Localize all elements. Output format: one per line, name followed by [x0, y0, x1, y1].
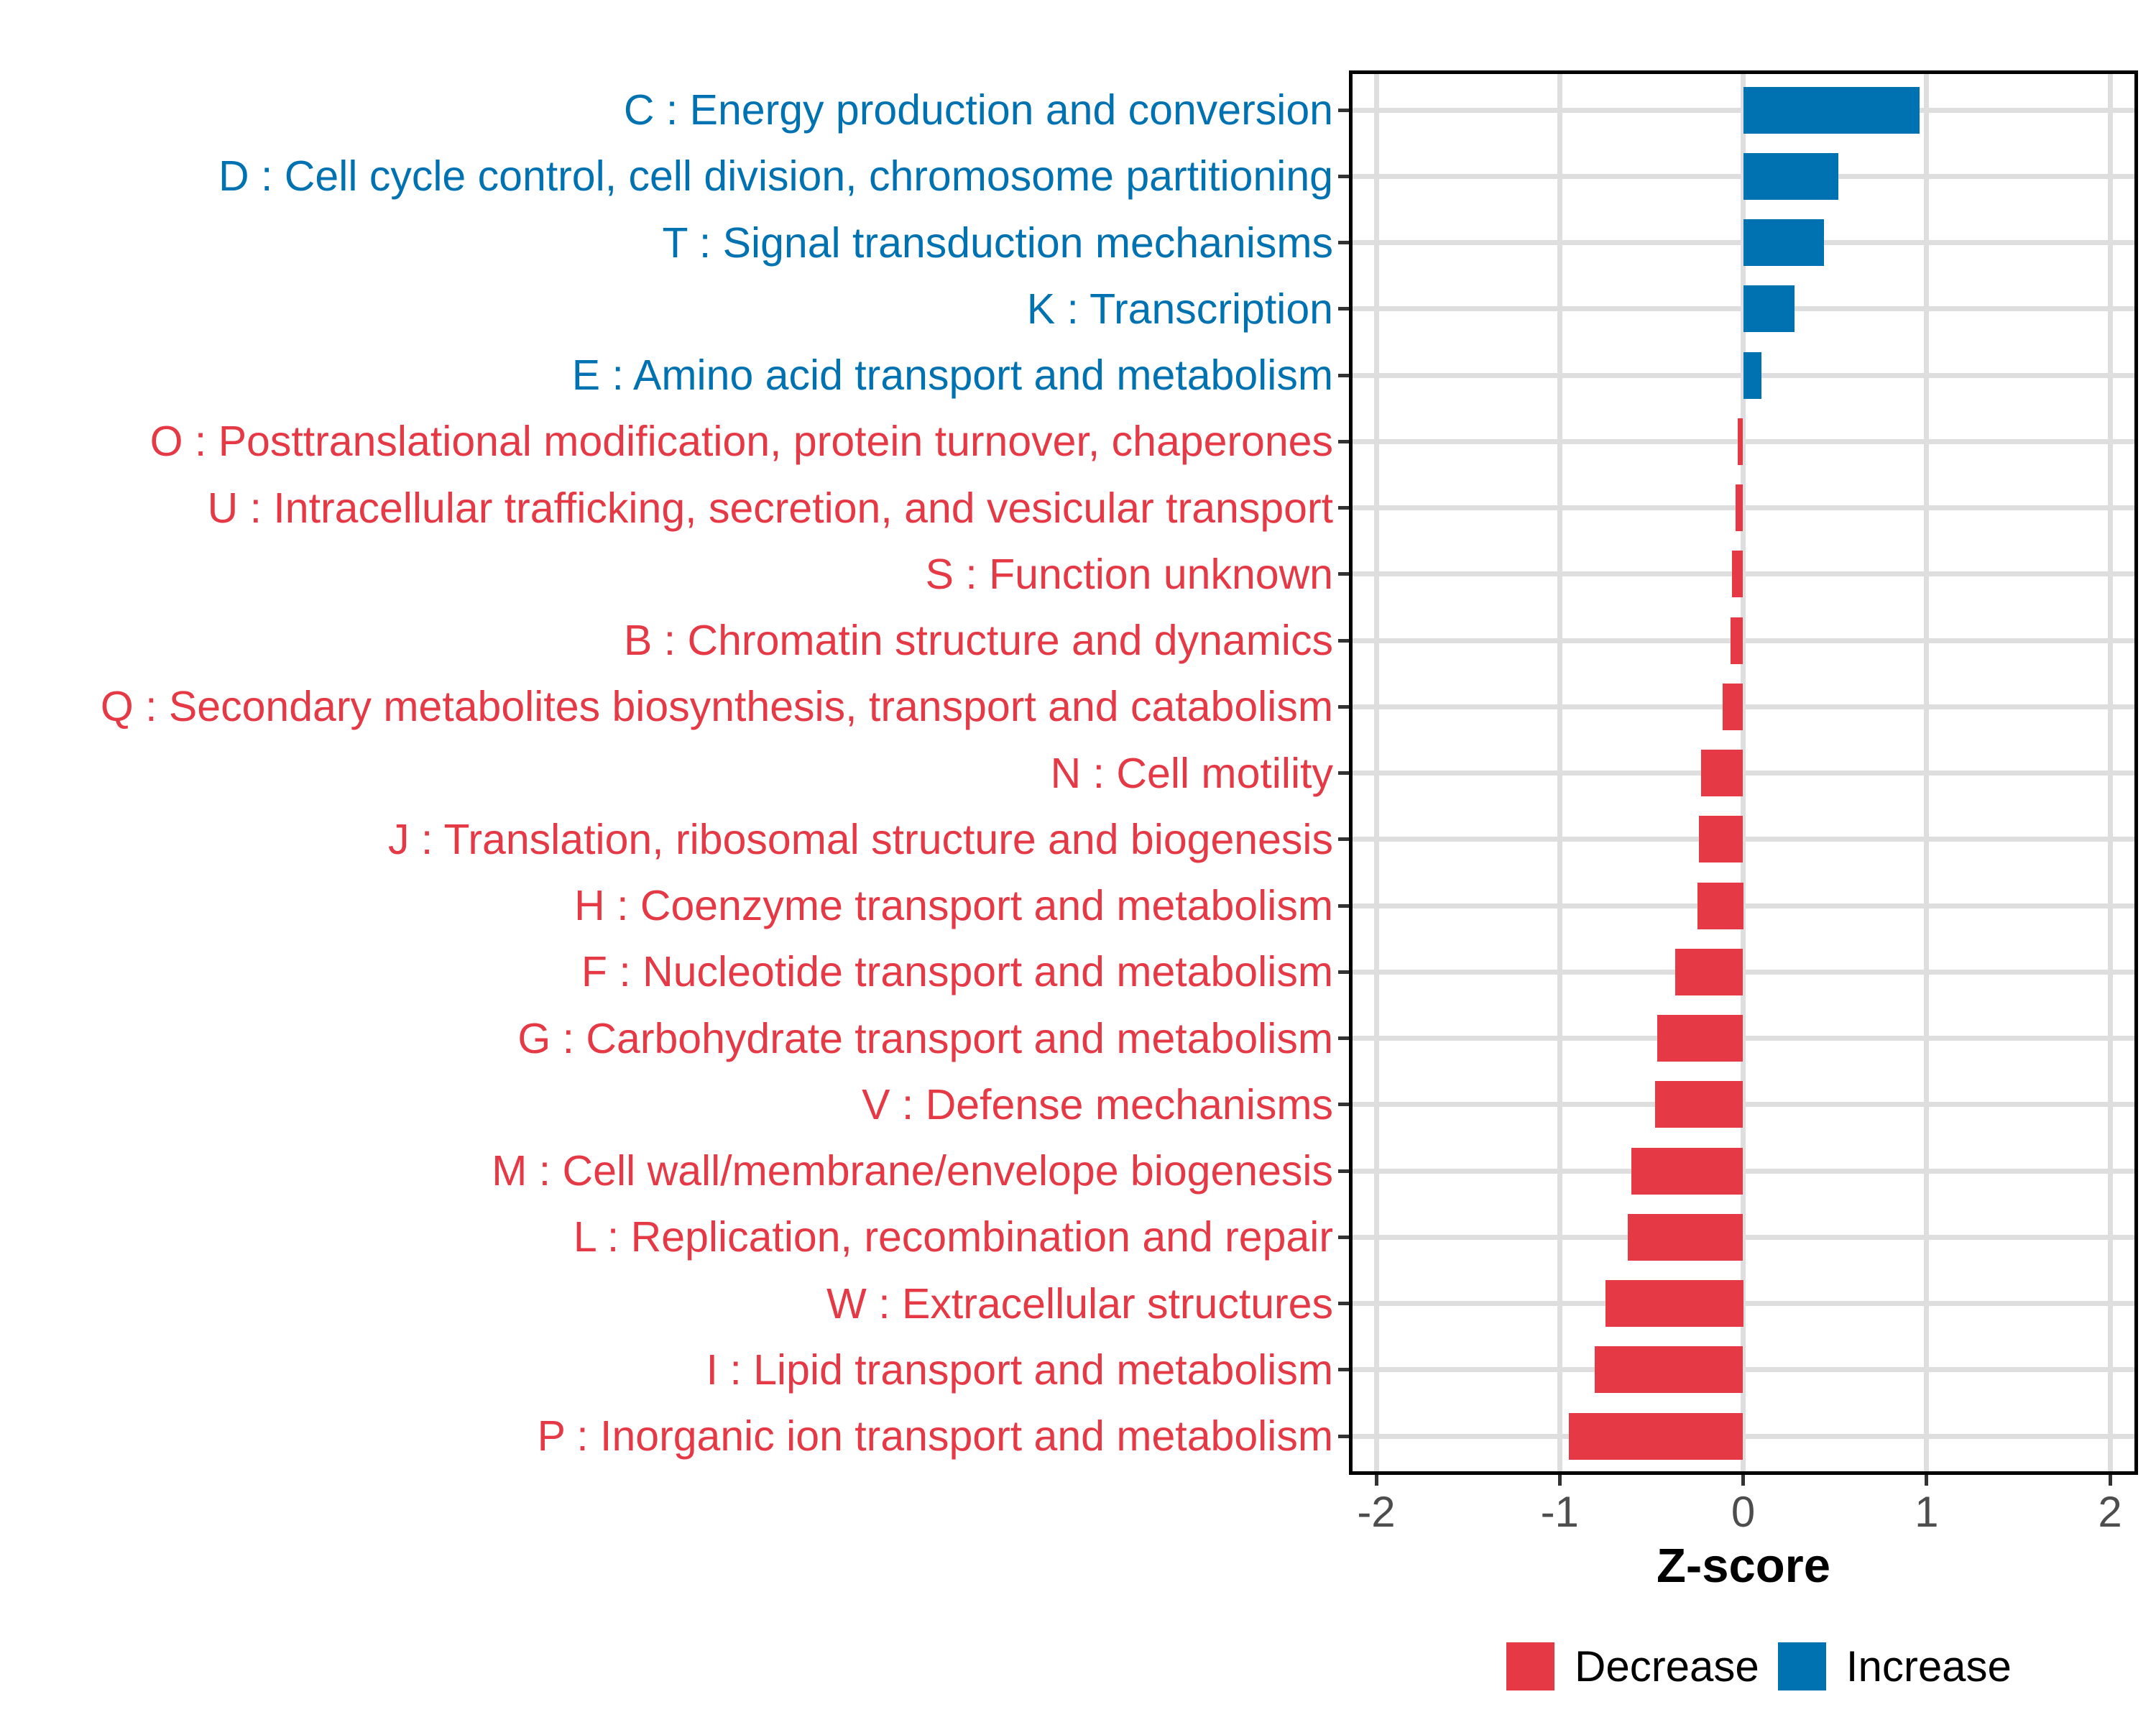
y-tick-19 [1338, 1302, 1349, 1305]
gridline-row-14 [1353, 969, 2134, 975]
category-label-M: M : Cell wall/membrane/envelope biogenes… [492, 1147, 1333, 1195]
gridline-row-18 [1353, 1234, 2134, 1240]
bar-J [1699, 816, 1743, 863]
bar-D [1743, 152, 1839, 200]
increase-color-swatch [1777, 1642, 1826, 1690]
gridline-row-9 [1353, 638, 2134, 643]
category-label-H: H : Coenzyme transport and metabolism [574, 882, 1333, 929]
gridline-row-16 [1353, 1102, 2134, 1108]
decrease-color-swatch [1506, 1642, 1554, 1690]
category-label-D: D : Cell cycle control, cell division, c… [218, 152, 1333, 201]
bar-U [1736, 484, 1743, 531]
bar-I [1594, 1346, 1743, 1394]
bar-C [1743, 86, 1920, 134]
y-tick-14 [1338, 970, 1349, 974]
x-tick-label--1: -1 [1540, 1488, 1579, 1536]
y-tick-20 [1338, 1368, 1349, 1372]
y-tick-13 [1338, 903, 1349, 908]
category-label-F: F : Nucleotide transport and metabolism [581, 948, 1333, 996]
category-label-B: B : Chromatin structure and dynamics [623, 617, 1333, 664]
gridline-row-21 [1353, 1433, 2134, 1439]
bar-E [1743, 351, 1762, 399]
x-tick-2 [2108, 1475, 2112, 1486]
gridline-row-15 [1353, 1036, 2134, 1041]
y-tick-1 [1338, 108, 1349, 112]
legend-label-decrease: Decrease [1575, 1642, 1759, 1690]
gridline-row-7 [1353, 505, 2134, 510]
bar-Q [1723, 683, 1743, 730]
category-label-P: P : Inorganic ion transport and metaboli… [537, 1412, 1333, 1460]
category-label-G: G : Carbohydrate transport and metabolis… [517, 1014, 1333, 1062]
category-label-E: E : Amino acid transport and metabolism [571, 351, 1333, 399]
category-label-S: S : Function unknown [925, 550, 1333, 598]
legend-item-increase: Increase [1777, 1642, 2012, 1690]
y-tick-3 [1338, 241, 1349, 244]
x-tick-0 [1741, 1475, 1745, 1486]
category-label-U: U : Intracellular trafficking, secretion… [207, 484, 1333, 532]
gridline-row-17 [1353, 1168, 2134, 1174]
x-axis-title: Z-score [1656, 1539, 1831, 1593]
bar-S [1732, 551, 1743, 598]
gridline-row-10 [1353, 704, 2134, 709]
category-label-Q: Q : Secondary metabolites biosynthesis, … [100, 683, 1333, 731]
x-tick-label-1: 1 [1915, 1488, 1939, 1536]
bar-V [1654, 1081, 1743, 1128]
category-label-O: O : Posttranslational modification, prot… [149, 418, 1333, 466]
bar-W [1606, 1280, 1743, 1327]
bar-H [1697, 882, 1743, 929]
y-tick-18 [1338, 1235, 1349, 1239]
bar-B [1730, 617, 1743, 664]
gridline-row-13 [1353, 903, 2134, 908]
gridline-row-6 [1353, 438, 2134, 444]
x-tick-label-0: 0 [1731, 1488, 1756, 1536]
x-tick-label-2: 2 [2098, 1488, 2122, 1536]
bar-T [1743, 219, 1824, 266]
gridline-row-20 [1353, 1367, 2134, 1373]
y-tick-4 [1338, 307, 1349, 311]
y-tick-7 [1338, 506, 1349, 510]
y-tick-10 [1338, 704, 1349, 709]
x-tick-1 [1925, 1475, 1929, 1486]
bar-P [1569, 1412, 1743, 1460]
y-tick-17 [1338, 1169, 1349, 1173]
bar-M [1631, 1147, 1743, 1195]
category-label-N: N : Cell motility [1050, 749, 1333, 797]
category-label-T: T : Signal transduction mechanisms [662, 218, 1333, 267]
gridline-row-11 [1353, 770, 2134, 776]
y-tick-2 [1338, 174, 1349, 178]
legend-item-decrease: Decrease [1506, 1642, 1759, 1690]
y-tick-11 [1338, 771, 1349, 775]
category-label-L: L : Replication, recombination and repai… [573, 1213, 1333, 1261]
y-tick-6 [1338, 439, 1349, 443]
gridline-row-12 [1353, 837, 2134, 842]
category-label-I: I : Lipid transport and metabolism [706, 1346, 1333, 1394]
bar-O [1737, 418, 1743, 465]
y-tick-21 [1338, 1434, 1349, 1438]
bar-L [1627, 1213, 1743, 1261]
bar-K [1743, 285, 1795, 333]
y-tick-9 [1338, 638, 1349, 643]
x-tick--1 [1557, 1475, 1562, 1486]
bar-G [1657, 1015, 1743, 1062]
y-tick-8 [1338, 572, 1349, 576]
bar-F [1675, 948, 1743, 995]
legend-label-increase: Increase [1846, 1642, 2012, 1690]
y-tick-15 [1338, 1036, 1349, 1040]
category-label-V: V : Defense mechanisms [862, 1080, 1333, 1128]
category-label-W: W : Extracellular structures [826, 1279, 1333, 1328]
y-tick-12 [1338, 837, 1349, 842]
plot-panel [1349, 70, 2138, 1475]
legend: Decrease Increase [1506, 1642, 2012, 1690]
x-tick--2 [1374, 1475, 1378, 1486]
bar-N [1700, 750, 1743, 796]
category-label-K: K : Transcription [1026, 285, 1333, 333]
category-label-C: C : Energy production and conversion [623, 86, 1333, 134]
gridline-row-19 [1353, 1301, 2134, 1306]
category-label-J: J : Translation, ribosomal structure and… [387, 815, 1333, 863]
x-tick-label--2: -2 [1357, 1488, 1396, 1536]
y-tick-16 [1338, 1103, 1349, 1107]
y-tick-5 [1338, 373, 1349, 377]
gridline-row-8 [1353, 571, 2134, 577]
